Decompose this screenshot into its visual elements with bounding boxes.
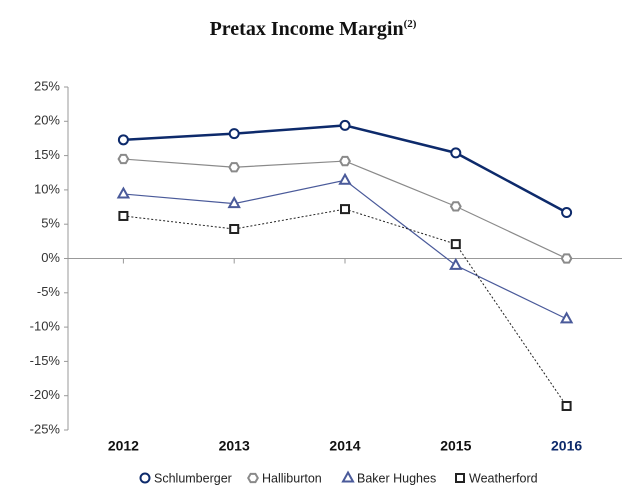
line [123,208,568,407]
y-tick-label: 5% [41,216,60,231]
legend-label: Schlumberger [154,471,232,485]
point [339,155,351,167]
point [118,210,129,221]
point [455,473,465,483]
point [229,224,240,235]
series [117,153,573,264]
point [449,201,462,212]
point [117,153,130,165]
x-tick-label: 2013 [219,438,250,454]
point [228,128,240,140]
point [561,207,573,219]
series [117,119,573,219]
x-tick-label: 2012 [108,438,139,454]
chart-title: Pretax Income Margin(2) [210,18,417,40]
point [449,257,463,270]
line [123,179,567,320]
point [450,147,462,159]
point [338,172,352,185]
x-tick-label: 2015 [440,438,471,454]
point [228,162,241,173]
y-tick-label: 15% [34,147,60,162]
series [118,204,572,411]
point [560,253,573,264]
series [116,172,574,324]
title-superscript: (2) [404,18,417,30]
point [559,311,574,324]
y-tick-label: -20% [30,387,61,402]
legend-label: Weatherford [469,471,538,485]
legend-item: Baker Hughes [341,470,436,485]
point [117,134,129,146]
x-tick-label: 2016 [551,438,582,454]
y-tick-label: -15% [30,353,61,368]
legend-item: Weatherford [455,471,538,485]
point [450,239,461,250]
y-tick-label: 20% [34,113,60,128]
point [247,472,259,484]
y-tick-label: 0% [41,250,60,265]
point [561,400,572,411]
point [116,186,131,199]
legend-label: Halliburton [262,471,322,485]
legend-label: Baker Hughes [357,471,436,485]
y-tick-label: -5% [37,284,61,299]
y-tick-label: 10% [34,181,60,196]
title-text: Pretax Income Margin [210,18,404,40]
y-tick-label: -10% [30,319,61,334]
x-tick-label: 2014 [329,438,360,454]
y-tick-label: -25% [30,421,61,436]
point [227,196,241,209]
point [139,472,151,484]
y-tick-label: 25% [34,78,60,93]
legend-item: Schlumberger [139,471,232,485]
point [340,204,350,215]
point [339,119,351,131]
legend-item: Halliburton [247,471,322,485]
point [341,470,355,483]
